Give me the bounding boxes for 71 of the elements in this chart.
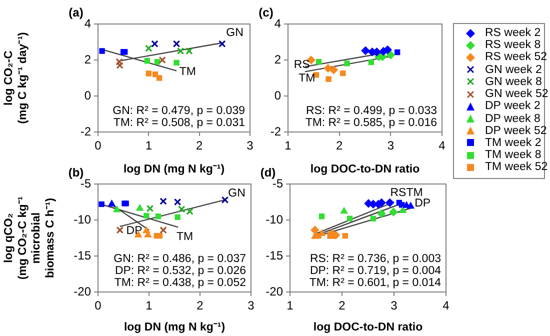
x-tick-label: 1 bbox=[145, 138, 152, 153]
annotation: TM bbox=[179, 66, 196, 78]
y-tick-label: 0 bbox=[84, 88, 92, 102]
legend-label: DP week 8 bbox=[485, 112, 540, 124]
y-tick-label: -15 bbox=[266, 248, 284, 262]
x-tick-label: 2 bbox=[196, 138, 203, 153]
chart-title: (b) bbox=[68, 165, 84, 180]
x-axis-title: log DN (mg N kg⁻¹) bbox=[123, 163, 225, 176]
legend-label: GN week 2 bbox=[485, 64, 542, 76]
x-tick-label: 2 bbox=[336, 138, 343, 153]
legend-label: DP week 52 bbox=[485, 124, 547, 137]
y-axis-title: log qCO₂ (mg CO₂-C kg⁻¹ microbial biomass C h⁻¹) bbox=[3, 196, 56, 280]
annotation: TM bbox=[298, 72, 316, 84]
x-tick-label: 0 bbox=[94, 138, 102, 153]
y-tick-label: 2 bbox=[274, 52, 282, 66]
y-tick-label: -10 bbox=[74, 212, 92, 226]
legend-label: TM week 8 bbox=[485, 149, 542, 162]
y-tick-label: 4 bbox=[84, 16, 92, 30]
annotation: DP: R² = 0.719, p = 0.004 bbox=[310, 265, 442, 278]
annotation: RSTM bbox=[390, 186, 423, 199]
x-tick-label: 2 bbox=[196, 298, 204, 313]
annotation: RS: R² = 0.736, p = 0.003 bbox=[310, 253, 441, 266]
legend-label: TM week 2 bbox=[485, 136, 542, 149]
y-tick-label: 2 bbox=[84, 52, 92, 66]
legend-label: GN week 8 bbox=[485, 76, 542, 88]
legend-label: RS week 52 bbox=[485, 51, 548, 64]
y-tick-label: -20 bbox=[74, 284, 92, 298]
x-axis-title: log DN (mg N kg⁻¹) bbox=[124, 321, 226, 334]
x-tick-label: 3 bbox=[248, 298, 255, 313]
x-tick-label: 3 bbox=[246, 138, 254, 153]
x-tick-label: 0 bbox=[94, 298, 102, 313]
x-tick-label: 1 bbox=[146, 298, 153, 313]
y-tick-label: -2 bbox=[80, 124, 92, 138]
legend-label: RS week 8 bbox=[485, 39, 541, 52]
y-tick-label: -10 bbox=[266, 212, 284, 226]
annotation: TM bbox=[176, 230, 194, 243]
chart-title: (a) bbox=[68, 5, 84, 20]
x-tick-label: 4 bbox=[438, 138, 446, 153]
annotation: GN bbox=[226, 27, 244, 40]
annotation: GN bbox=[228, 188, 246, 200]
x-axis-title: log DOC-to-DN ratio bbox=[310, 163, 420, 176]
annotation: DP bbox=[414, 198, 431, 210]
chart-title: (c) bbox=[258, 5, 274, 20]
legend-label: GN week 52 bbox=[485, 88, 548, 100]
y-tick-label: -20 bbox=[266, 284, 284, 298]
x-tick-label: 3 bbox=[390, 298, 398, 313]
legend-label: DP week 2 bbox=[485, 100, 540, 112]
y-tick-label: 0 bbox=[274, 88, 282, 102]
annotation: TM: R² = 0.601, p = 0.014 bbox=[309, 277, 442, 290]
y-axis-title: log CO₂-C (mg C kg⁻¹ day⁻¹) bbox=[3, 32, 29, 124]
annotation: GN: R² = 0.479, p = 0.039 bbox=[112, 105, 245, 118]
y-tick-label: 4 bbox=[274, 16, 282, 30]
x-axis-title: log DOC-to-DN ratio bbox=[313, 321, 423, 334]
chart-title: (d) bbox=[260, 165, 276, 180]
x-tick-label: 3 bbox=[387, 138, 394, 153]
annotation: RS bbox=[294, 59, 310, 72]
annotation: RS: R² = 0.499, p = 0.033 bbox=[306, 105, 437, 118]
x-tick-label: 1 bbox=[284, 138, 292, 153]
y-tick-label: -15 bbox=[74, 248, 92, 262]
annotation: GN: R² = 0.486, p = 0.037 bbox=[114, 253, 246, 266]
legend-label: TM week 52 bbox=[485, 161, 548, 174]
x-tick-label: 1 bbox=[286, 298, 294, 313]
y-tick-label: -2 bbox=[270, 124, 282, 138]
annotation: TM: R² = 0.508, p = 0.031 bbox=[113, 117, 245, 130]
annotation: TM: R² = 0.438, p = 0.052 bbox=[114, 277, 246, 290]
x-tick-label: 2 bbox=[338, 298, 346, 313]
annotation: DP: R² = 0.532, p = 0.026 bbox=[114, 265, 246, 278]
annotation: DP bbox=[126, 224, 143, 237]
x-tick-label: 4 bbox=[442, 298, 450, 313]
annotation: TM: R² = 0.585, p = 0.016 bbox=[305, 117, 437, 130]
legend-label: RS week 2 bbox=[485, 27, 541, 40]
